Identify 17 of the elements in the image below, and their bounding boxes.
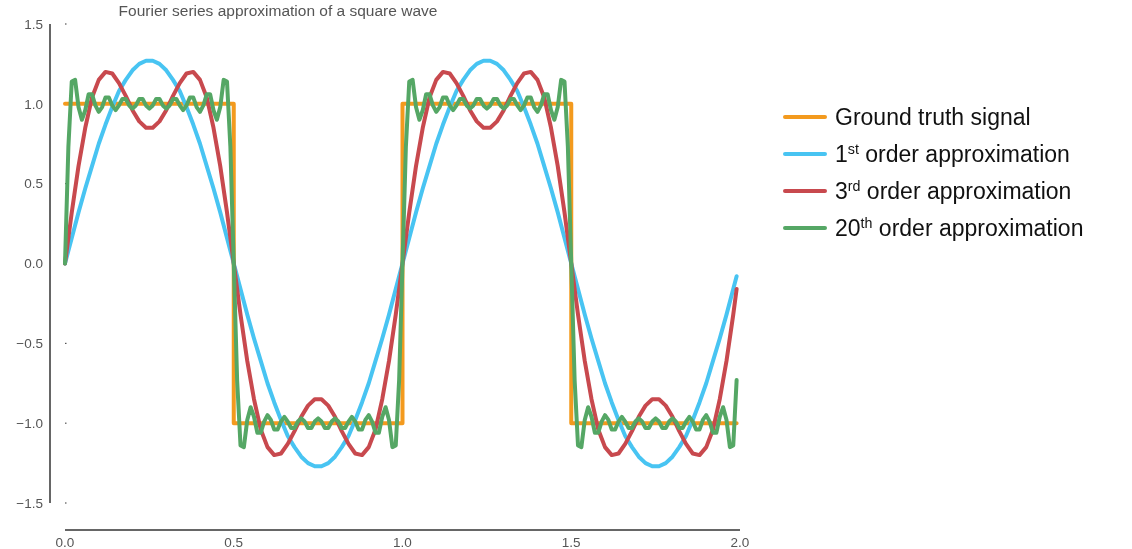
legend-label: 3$^{rd}$ order approximation bbox=[835, 178, 1072, 205]
y-tick-label: 0.0 bbox=[24, 256, 43, 272]
x-tick-label: 1.5 bbox=[561, 535, 581, 549]
x-tick-label: 2.0 bbox=[730, 535, 750, 549]
y-tick-label: 1.0 bbox=[24, 96, 43, 112]
legend-label: Ground truth signal bbox=[835, 104, 1031, 131]
legend-label: 20$^{th}$ order approximation bbox=[835, 215, 1084, 242]
chart-title: Fourier series approximation of a square wave bbox=[118, 2, 438, 19]
y-tick-label: −1.0 bbox=[16, 415, 43, 431]
y-tick-label: 0.5 bbox=[24, 176, 43, 192]
y-tick-label: −1.5 bbox=[16, 495, 43, 511]
x-tick-label: 1.0 bbox=[393, 535, 412, 549]
y-tick-label: −0.5 bbox=[16, 336, 43, 352]
legend-label: 1$^{st}$ order approximation bbox=[835, 141, 1070, 168]
y-tick-label: 1.5 bbox=[24, 16, 43, 32]
x-tick-label: 0.0 bbox=[55, 535, 75, 549]
x-tick-label: 0.5 bbox=[224, 535, 244, 549]
